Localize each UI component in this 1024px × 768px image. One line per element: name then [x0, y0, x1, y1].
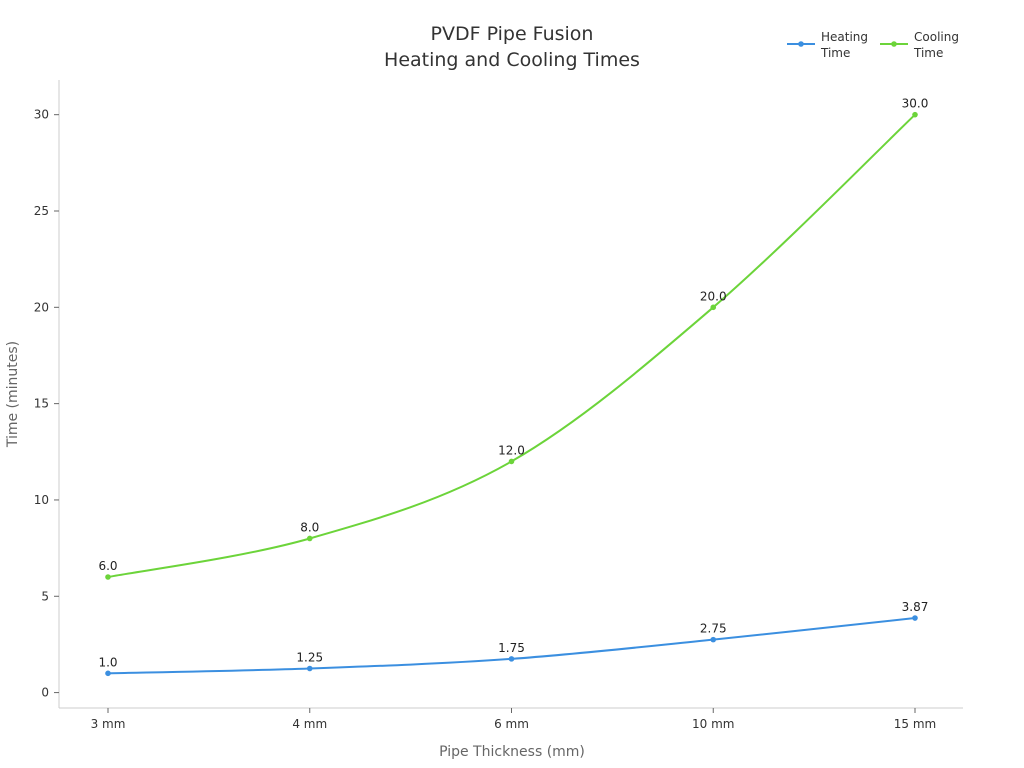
y-tick-label: 15	[34, 397, 49, 411]
y-axis-ticks: 0 5 10 15 20 25 30	[34, 108, 59, 700]
data-point-cooling-time	[710, 304, 717, 311]
chart-title-line-1: PVDF Pipe Fusion	[431, 23, 594, 45]
y-tick-label: 20	[34, 300, 49, 314]
x-tick-label: 3 mm	[91, 717, 126, 731]
y-axis-label: Time (minutes)	[5, 341, 21, 448]
data-point-heating-time	[912, 615, 918, 621]
y-tick-label: 30	[34, 108, 49, 122]
data-label-heating-time: 1.75	[498, 641, 525, 655]
data-point-heating-time	[105, 670, 111, 677]
x-axis-ticks: 3 mm 4 mm 6 mm 10 mm 15 mm	[91, 708, 936, 731]
data-label-cooling-time: 30.0	[902, 97, 929, 111]
y-tick-label: 0	[41, 686, 49, 700]
x-tick-label: 15 mm	[894, 717, 936, 731]
data-label-cooling-time: 20.0	[700, 289, 727, 303]
legend-item-heating-time: Heating Time	[787, 30, 868, 60]
legend-marker	[891, 41, 897, 47]
legend-label: Heating	[821, 30, 868, 44]
x-tick-label: 4 mm	[292, 717, 327, 731]
data-label-cooling-time: 12.0	[498, 443, 525, 457]
legend-item-cooling-time: Cooling Time	[880, 30, 959, 60]
data-point-cooling-time	[912, 111, 918, 118]
series-line-cooling-time	[107, 113, 916, 578]
series-cooling-time: 6.0 8.0 12.0 20.0 30.0	[98, 97, 928, 580]
data-point-cooling-time	[508, 458, 515, 465]
data-label-heating-time: 1.0	[98, 655, 117, 669]
x-tick-label: 10 mm	[692, 717, 734, 731]
legend-label: Time	[913, 46, 943, 60]
legend-marker	[798, 41, 804, 47]
y-tick-label: 10	[34, 493, 49, 507]
y-tick-label: 5	[41, 589, 49, 603]
data-point-heating-time	[710, 636, 717, 643]
data-point-cooling-time	[105, 574, 111, 580]
data-point-cooling-time	[306, 535, 313, 542]
legend-label: Time	[820, 46, 850, 60]
y-tick-label: 25	[34, 204, 49, 218]
x-axis-label: Pipe Thickness (mm)	[439, 744, 585, 760]
data-label-cooling-time: 6.0	[98, 559, 117, 573]
series-layer: 1.0 1.25 1.75 2.75 3.87 6.0 8.0 12.0 20.0 30.0	[98, 97, 929, 677]
series-heating-time: 1.0 1.25 1.75 2.75 3.87	[98, 600, 929, 677]
data-label-cooling-time: 8.0	[300, 520, 319, 534]
data-label-heating-time: 1.25	[296, 651, 323, 665]
data-label-heating-time: 2.75	[700, 622, 727, 636]
chart-title-line-2: Heating and Cooling Times	[384, 49, 640, 71]
legend-label: Cooling	[914, 30, 959, 44]
legend: Heating Time Cooling Time	[787, 30, 959, 60]
data-point-heating-time	[508, 656, 515, 662]
data-label-heating-time: 3.87	[902, 600, 929, 614]
x-tick-label: 6 mm	[494, 717, 529, 731]
data-point-heating-time	[306, 665, 313, 672]
